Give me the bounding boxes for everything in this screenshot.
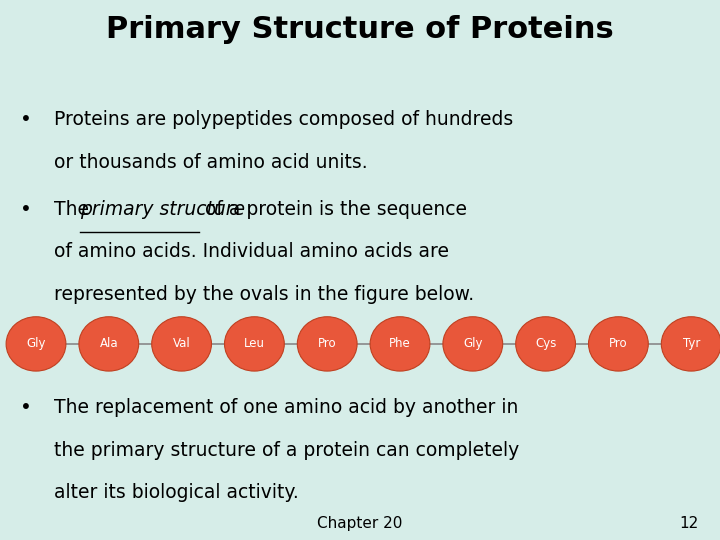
Text: represented by the ovals in the figure below.: represented by the ovals in the figure b… bbox=[54, 285, 474, 304]
Ellipse shape bbox=[79, 317, 139, 371]
Text: Tyr: Tyr bbox=[683, 338, 700, 350]
Text: primary structure: primary structure bbox=[80, 200, 245, 219]
Text: Pro: Pro bbox=[318, 338, 336, 350]
Text: •: • bbox=[20, 110, 32, 129]
Text: •: • bbox=[20, 399, 32, 417]
Ellipse shape bbox=[588, 317, 648, 371]
Text: Ala: Ala bbox=[99, 338, 118, 350]
Text: 12: 12 bbox=[679, 516, 698, 530]
Text: Primary Structure of Proteins: Primary Structure of Proteins bbox=[106, 15, 614, 44]
Text: Cys: Cys bbox=[535, 338, 557, 350]
Ellipse shape bbox=[6, 317, 66, 371]
Text: Gly: Gly bbox=[26, 338, 46, 350]
Ellipse shape bbox=[152, 317, 212, 371]
Text: Val: Val bbox=[173, 338, 191, 350]
Text: of a protein is the sequence: of a protein is the sequence bbox=[199, 200, 467, 219]
Text: •: • bbox=[20, 200, 32, 219]
Text: or thousands of amino acid units.: or thousands of amino acid units. bbox=[54, 152, 368, 172]
Text: Phe: Phe bbox=[389, 338, 411, 350]
Text: Proteins are polypeptides composed of hundreds: Proteins are polypeptides composed of hu… bbox=[54, 110, 513, 129]
Text: Chapter 20: Chapter 20 bbox=[318, 516, 402, 530]
Text: Pro: Pro bbox=[609, 338, 628, 350]
Text: Gly: Gly bbox=[463, 338, 482, 350]
Ellipse shape bbox=[443, 317, 503, 371]
Text: of amino acids. Individual amino acids are: of amino acids. Individual amino acids a… bbox=[54, 242, 449, 261]
Text: the primary structure of a protein can completely: the primary structure of a protein can c… bbox=[54, 441, 519, 460]
Ellipse shape bbox=[661, 317, 720, 371]
Ellipse shape bbox=[370, 317, 430, 371]
Text: The replacement of one amino acid by another in: The replacement of one amino acid by ano… bbox=[54, 399, 518, 417]
Text: Leu: Leu bbox=[244, 338, 265, 350]
Ellipse shape bbox=[516, 317, 575, 371]
Ellipse shape bbox=[225, 317, 284, 371]
Text: alter its biological activity.: alter its biological activity. bbox=[54, 483, 299, 502]
Text: The: The bbox=[54, 200, 95, 219]
Ellipse shape bbox=[297, 317, 357, 371]
